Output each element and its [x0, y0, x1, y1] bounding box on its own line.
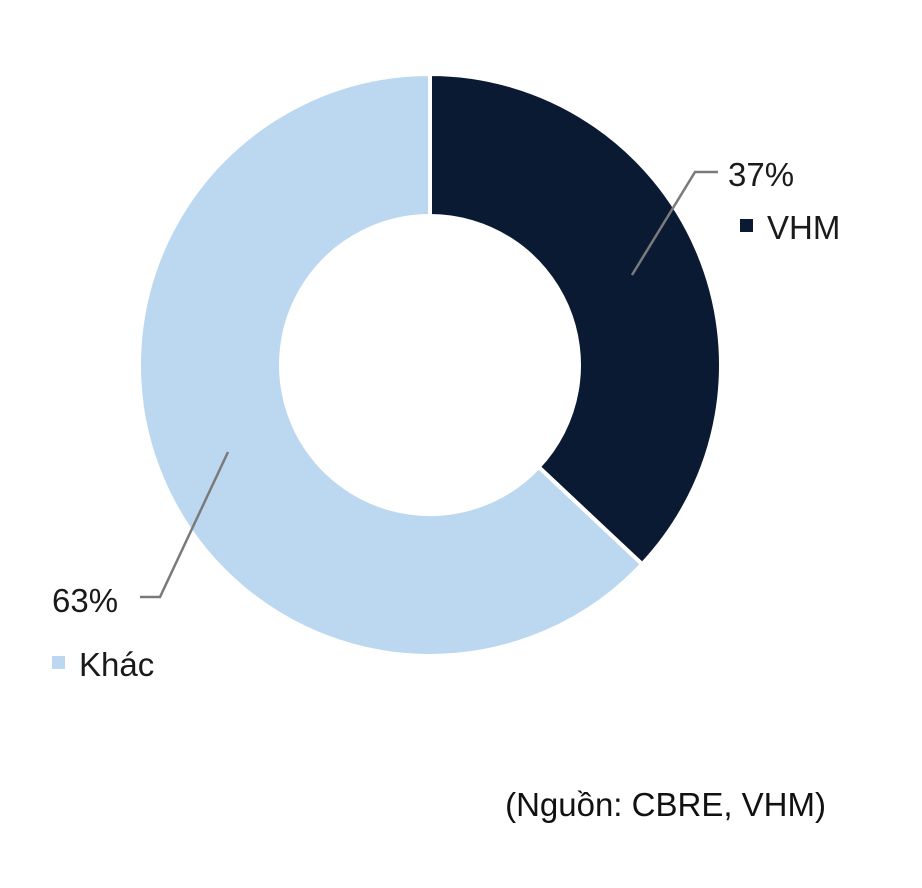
category-label-khac: Khác [79, 646, 154, 683]
slice-vhm [428, 71, 723, 568]
data-label-khac: 63% [52, 582, 118, 619]
leader-line-khac [140, 451, 230, 599]
slice-khac [137, 71, 645, 658]
legend-marker-vhm [740, 219, 753, 232]
data-label-vhm: 37% [728, 156, 794, 193]
legend-marker-khac [52, 656, 65, 669]
category-label-vhm: VHM [767, 209, 840, 246]
leader-line-vhm [630, 170, 718, 276]
source-note: (Nguồn: CBRE, VHM) [505, 786, 826, 823]
donut-slices [137, 71, 723, 658]
slice-labels: 37% VHM 63% Khác [52, 156, 840, 683]
